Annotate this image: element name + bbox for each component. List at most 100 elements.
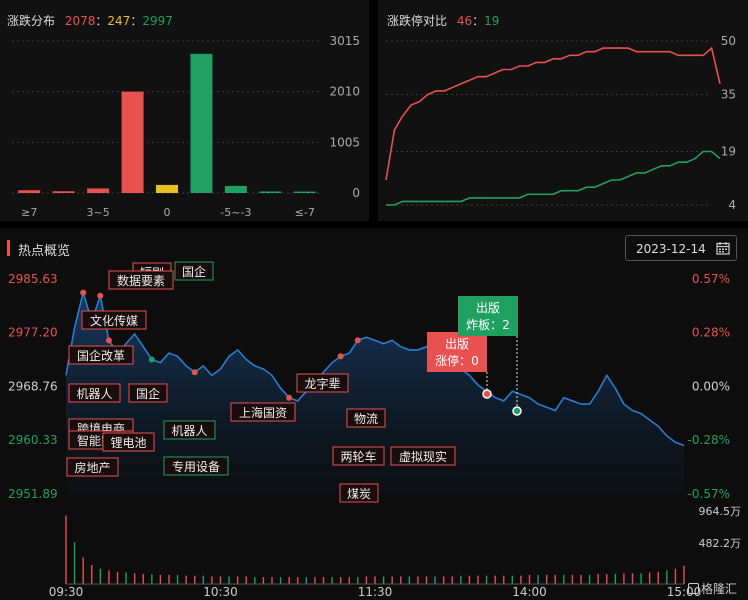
- annotation-label: 虚拟现实: [390, 446, 456, 466]
- annotation-text: 虚拟现实: [399, 449, 447, 464]
- callout-box: [427, 332, 487, 372]
- annotation-text: 文化传媒: [90, 313, 138, 328]
- annotation-label: 龙字辈: [296, 373, 349, 393]
- annotation-text: 龙字辈: [304, 376, 340, 391]
- annotation-box: [339, 483, 379, 503]
- callout-point: [512, 406, 522, 416]
- annotation-text: 机器人: [171, 424, 207, 438]
- series-line-down: [386, 150, 721, 206]
- annotation-text: 两轮车: [340, 449, 376, 464]
- y-tick-label: 0: [352, 186, 360, 200]
- x-tick-label: 3~5: [87, 206, 110, 219]
- y-right-tick-label: -0.57%: [688, 487, 730, 501]
- annotation-label: 专用设备: [163, 456, 229, 476]
- limit-down-count: 19: [484, 14, 500, 28]
- sep-2: ：: [130, 14, 143, 28]
- annotation-text: 国企: [182, 264, 206, 279]
- annotation-text: 专用设备: [172, 459, 220, 474]
- bar: [156, 184, 178, 193]
- callout-line1: 出版: [476, 301, 500, 315]
- y-left-tick-label: 2968.76: [8, 380, 58, 394]
- y-right-tick-label: 0.28%: [692, 326, 730, 340]
- volume-tick-label: 482.2万: [699, 537, 742, 550]
- y-tick-label: 2010: [329, 85, 360, 99]
- callout-box: [458, 296, 518, 336]
- annotation-label: 物流: [346, 408, 386, 428]
- line-marker: [148, 356, 155, 363]
- distribution-panel: 涨跌分布 2078：247：2997 3015 2010 1005 0 ≥7 3~5 0 -5…: [0, 0, 369, 221]
- line-marker: [97, 292, 104, 299]
- x-tick-label: 14:00: [512, 585, 547, 599]
- annotation-text: 机器人: [76, 387, 112, 401]
- hotspot-title: 热点概览: [18, 244, 71, 259]
- annotation-label: 机器人: [68, 383, 121, 403]
- y-tick-label: 50: [721, 34, 736, 48]
- y-left-tick-label: 2977.20: [8, 326, 58, 340]
- y-right-tick-label: 0.57%: [692, 272, 730, 286]
- y-left-tick-label: 2985.63: [8, 272, 58, 286]
- annotation-label: 国企: [174, 261, 214, 281]
- y-tick-label: 4: [728, 198, 736, 212]
- callout-point: [482, 389, 492, 399]
- bar: [190, 53, 213, 194]
- hotspot-accent-bar: [7, 240, 10, 256]
- calendar-icon[interactable]: [716, 241, 730, 258]
- annotation-box: [128, 383, 168, 403]
- price-area: [66, 292, 684, 494]
- sep-1: ：: [95, 14, 108, 28]
- y-tick-label: 3015: [329, 34, 360, 48]
- bar: [52, 191, 75, 193]
- limit-ratio-title: 涨跌停对比 46：19: [387, 12, 499, 29]
- annotation-text: 锂电池: [110, 435, 146, 450]
- y-tick-label: 1005: [329, 135, 360, 149]
- bar: [87, 188, 110, 193]
- callout-line2: 涨停：0: [435, 353, 479, 368]
- brand-logo-icon: [688, 583, 699, 594]
- annotation-box: [66, 457, 119, 477]
- y-right-tick-label: 0.00%: [692, 380, 730, 394]
- annotation-box: [68, 383, 121, 403]
- sep-3: ：: [472, 14, 485, 28]
- date-picker[interactable]: 2023-12-14: [625, 235, 737, 261]
- series-line-up: [385, 46, 721, 181]
- bar: [259, 191, 282, 193]
- x-tick-label: 11:30: [358, 585, 393, 599]
- annotation-box: [81, 310, 147, 330]
- date-text: 2023-12-14: [636, 242, 706, 256]
- distribution-chart: 3015 2010 1005 0 ≥7 3~5 0 -5~-3 ≤-7: [12, 34, 360, 219]
- bar: [293, 191, 316, 193]
- up-count: 2078: [64, 14, 96, 28]
- y-left-tick-label: 2960.33: [8, 433, 58, 447]
- annotation-box: [102, 432, 155, 452]
- price-line: [65, 289, 685, 447]
- annotation-text: 房地产: [74, 460, 110, 475]
- y-tick-label: 19: [721, 145, 736, 159]
- annotation-box: [332, 446, 385, 466]
- annotation-text: 数据要素: [117, 273, 165, 288]
- annotation-label: 房地产: [66, 457, 119, 477]
- x-tick-label: 0: [164, 206, 171, 219]
- annotation-text: 国企改革: [77, 348, 125, 363]
- limit-up-count: 46: [456, 14, 473, 28]
- annotation-box: [163, 456, 229, 476]
- annotation-box: [68, 345, 134, 365]
- annotation-label: 两轮车: [332, 446, 385, 466]
- brand-watermark: 格隆汇: [688, 580, 737, 597]
- line-marker: [191, 369, 198, 376]
- bar: [18, 190, 41, 193]
- flat-count: 247: [107, 14, 131, 28]
- annotation-box: [174, 261, 214, 281]
- annotation-label: 文化传媒: [81, 310, 147, 330]
- annotation-text: 上海国资: [239, 405, 287, 420]
- distribution-title: 涨跌分布 2078：247：2997: [7, 12, 173, 29]
- line-marker: [105, 337, 112, 344]
- bar: [224, 185, 247, 193]
- callout-line2: 炸板：2: [466, 318, 510, 332]
- annotation-box: [108, 270, 174, 290]
- x-tick-label: -5~-3: [220, 206, 251, 219]
- x-tick-label: ≥7: [21, 206, 37, 219]
- limit-ratio-title-text: 涨跌停对比: [387, 14, 448, 28]
- y-left-tick-label: 2951.89: [8, 487, 58, 501]
- annotation-label: 机器人: [163, 420, 216, 440]
